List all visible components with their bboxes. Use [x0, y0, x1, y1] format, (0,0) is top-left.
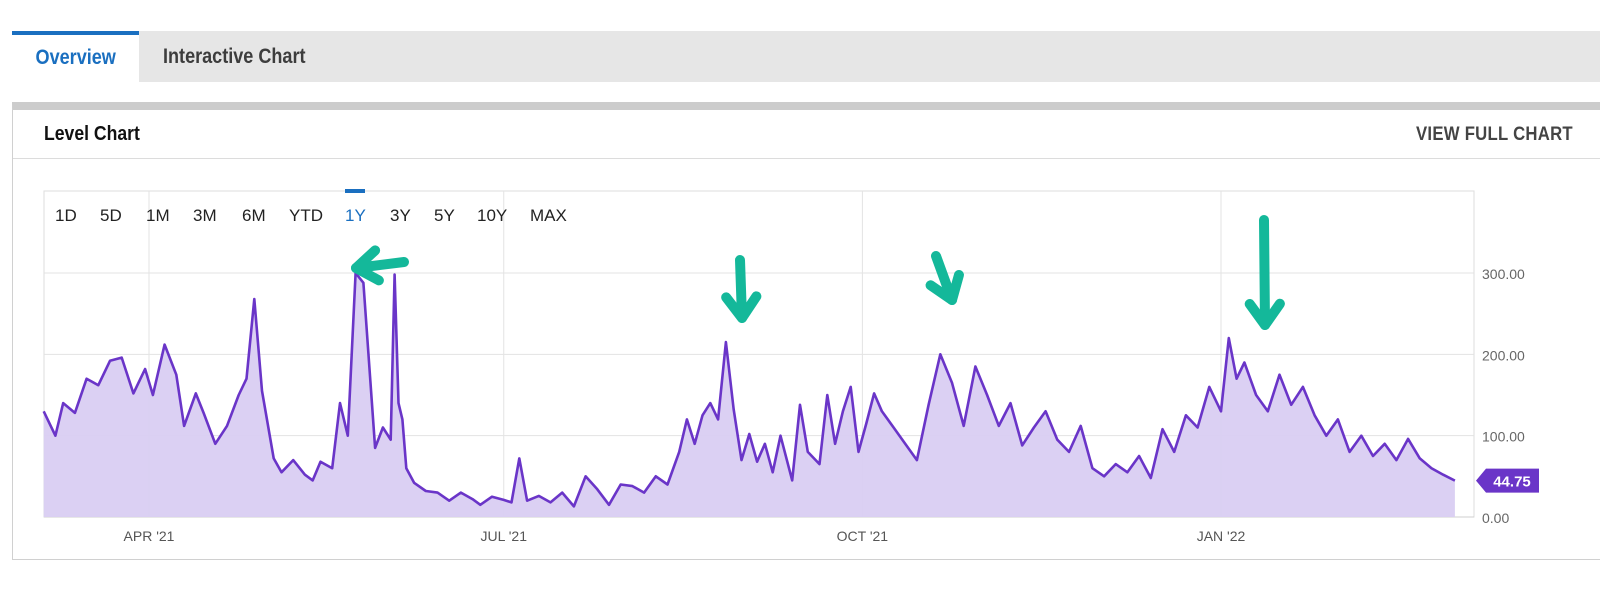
range-button-ytd[interactable]: YTD [289, 206, 323, 225]
x-tick-label: JAN '22 [1197, 528, 1246, 544]
range-button-3y[interactable]: 3Y [390, 206, 411, 225]
y-tick-label: 200.00 [1482, 347, 1525, 363]
series-area [43, 273, 1455, 517]
x-tick-label: OCT '21 [837, 528, 889, 544]
view-full-chart-link[interactable]: VIEW FULL CHART [1416, 124, 1573, 145]
range-button-10y[interactable]: 10Y [477, 206, 507, 225]
arrow-head [721, 291, 762, 323]
arrow-icon-2 [721, 255, 762, 323]
range-button-1m[interactable]: 1M [146, 206, 170, 225]
range-button-5d[interactable]: 5D [100, 206, 122, 225]
y-axis: 300.00 200.00 100.00 0.00 [1482, 266, 1525, 526]
arrow-head [1244, 298, 1285, 330]
card-title: Level Chart [44, 123, 140, 145]
x-tick-label: JUL '21 [480, 528, 527, 544]
tab-bar: Overview Interactive Chart [12, 31, 1600, 82]
series-line [42, 271, 1456, 508]
arrow-icon-1 [351, 245, 409, 286]
range-active-indicator [345, 189, 365, 193]
tab-overview-label: Overview [35, 46, 116, 69]
arrow-head [351, 245, 384, 286]
arrow-icon-3 [925, 251, 964, 305]
last-value-badge-shape [1476, 468, 1539, 493]
tab-overview[interactable]: Overview [12, 31, 139, 82]
y-tick-label: 300.00 [1482, 266, 1525, 282]
last-value-badge: 44.75 [1476, 468, 1539, 493]
arrow-head [925, 269, 964, 305]
x-axis: APR '21 JUL '21 OCT '21 JAN '22 [124, 528, 1246, 544]
card-header: Level Chart VIEW FULL CHART [13, 110, 1600, 159]
range-button-5y[interactable]: 5Y [434, 206, 455, 225]
x-tick-label: APR '21 [124, 528, 175, 544]
y-tick-label: 0.00 [1482, 510, 1509, 526]
arrow-shaft [735, 255, 747, 323]
annotation-arrows [351, 215, 1285, 330]
range-button-1y[interactable]: 1Y [345, 206, 366, 225]
tab-interactive-chart[interactable]: Interactive Chart [163, 45, 306, 68]
arrow-icon-4 [1244, 215, 1285, 330]
range-button-3m[interactable]: 3M [193, 206, 217, 225]
range-button-6m[interactable]: 6M [242, 206, 266, 225]
range-button-1d[interactable]: 1D [55, 206, 77, 225]
last-value-label: 44.75 [1493, 474, 1531, 491]
y-tick-label: 100.00 [1482, 429, 1525, 445]
arrow-shaft [1259, 215, 1270, 330]
range-selector: 1D 5D 1M 3M 6M YTD 1Y 3Y 5Y 10Y MAX [55, 189, 567, 225]
range-button-max[interactable]: MAX [530, 206, 567, 225]
